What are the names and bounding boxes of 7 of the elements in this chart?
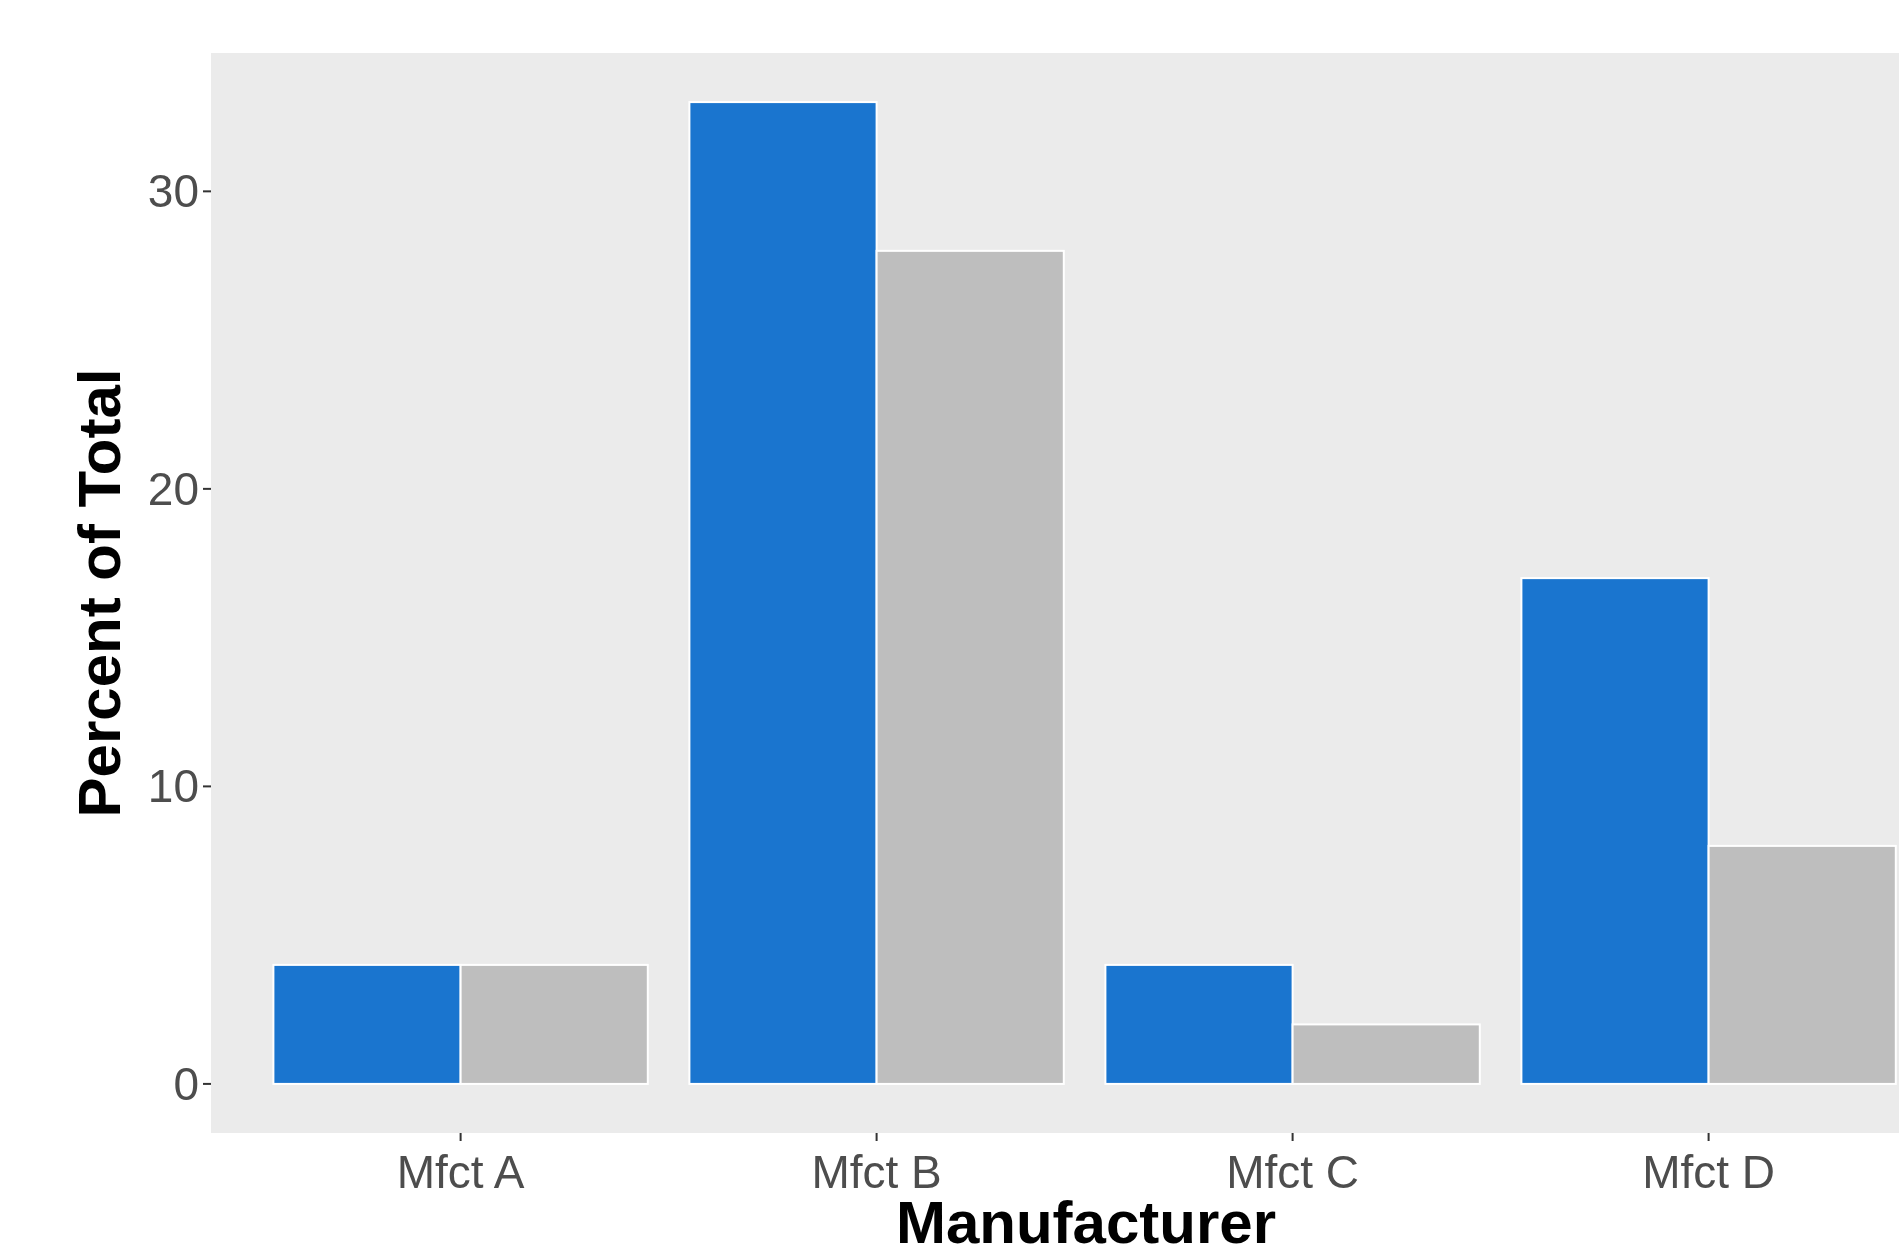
y-axis-title: Percent of Total: [66, 368, 133, 818]
y-tick-label: 0: [173, 1058, 199, 1111]
y-tick-label: 10: [147, 760, 199, 813]
x-tick-label: Mfct D: [1642, 1146, 1776, 1198]
y-tick-label: 20: [147, 462, 199, 515]
x-tick-label: Mfct A: [396, 1146, 525, 1198]
y-tick-label: 30: [147, 165, 199, 218]
